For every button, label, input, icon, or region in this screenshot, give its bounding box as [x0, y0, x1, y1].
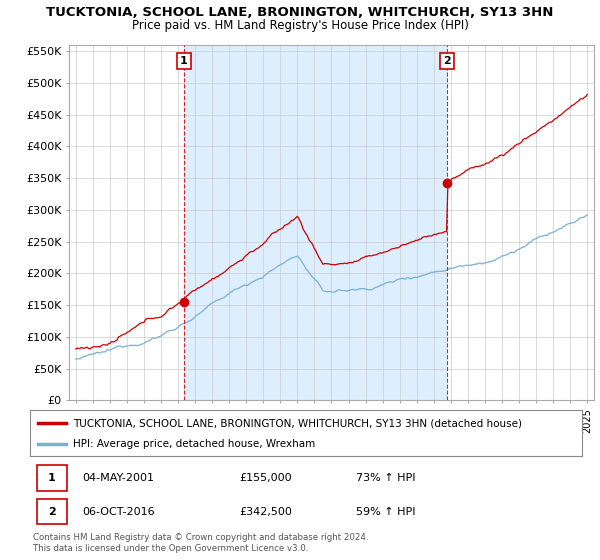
- Text: TUCKTONIA, SCHOOL LANE, BRONINGTON, WHITCHURCH, SY13 3HN: TUCKTONIA, SCHOOL LANE, BRONINGTON, WHIT…: [46, 6, 554, 18]
- Text: £342,500: £342,500: [240, 507, 293, 517]
- Text: 06-OCT-2016: 06-OCT-2016: [82, 507, 155, 517]
- Bar: [184, 45, 447, 400]
- Text: 1: 1: [47, 473, 55, 483]
- Bar: [37, 465, 67, 491]
- Text: £155,000: £155,000: [240, 473, 292, 483]
- Text: 2: 2: [443, 56, 451, 66]
- Text: Price paid vs. HM Land Registry's House Price Index (HPI): Price paid vs. HM Land Registry's House …: [131, 19, 469, 32]
- Text: 73% ↑ HPI: 73% ↑ HPI: [356, 473, 415, 483]
- Text: Contains HM Land Registry data © Crown copyright and database right 2024.
This d: Contains HM Land Registry data © Crown c…: [33, 533, 368, 553]
- Text: 59% ↑ HPI: 59% ↑ HPI: [356, 507, 415, 517]
- Text: 04-MAY-2001: 04-MAY-2001: [82, 473, 154, 483]
- Text: 2: 2: [47, 507, 55, 517]
- Text: TUCKTONIA, SCHOOL LANE, BRONINGTON, WHITCHURCH, SY13 3HN (detached house): TUCKTONIA, SCHOOL LANE, BRONINGTON, WHIT…: [73, 418, 522, 428]
- Text: 1: 1: [180, 56, 188, 66]
- Text: HPI: Average price, detached house, Wrexham: HPI: Average price, detached house, Wrex…: [73, 438, 316, 449]
- Bar: [37, 499, 67, 525]
